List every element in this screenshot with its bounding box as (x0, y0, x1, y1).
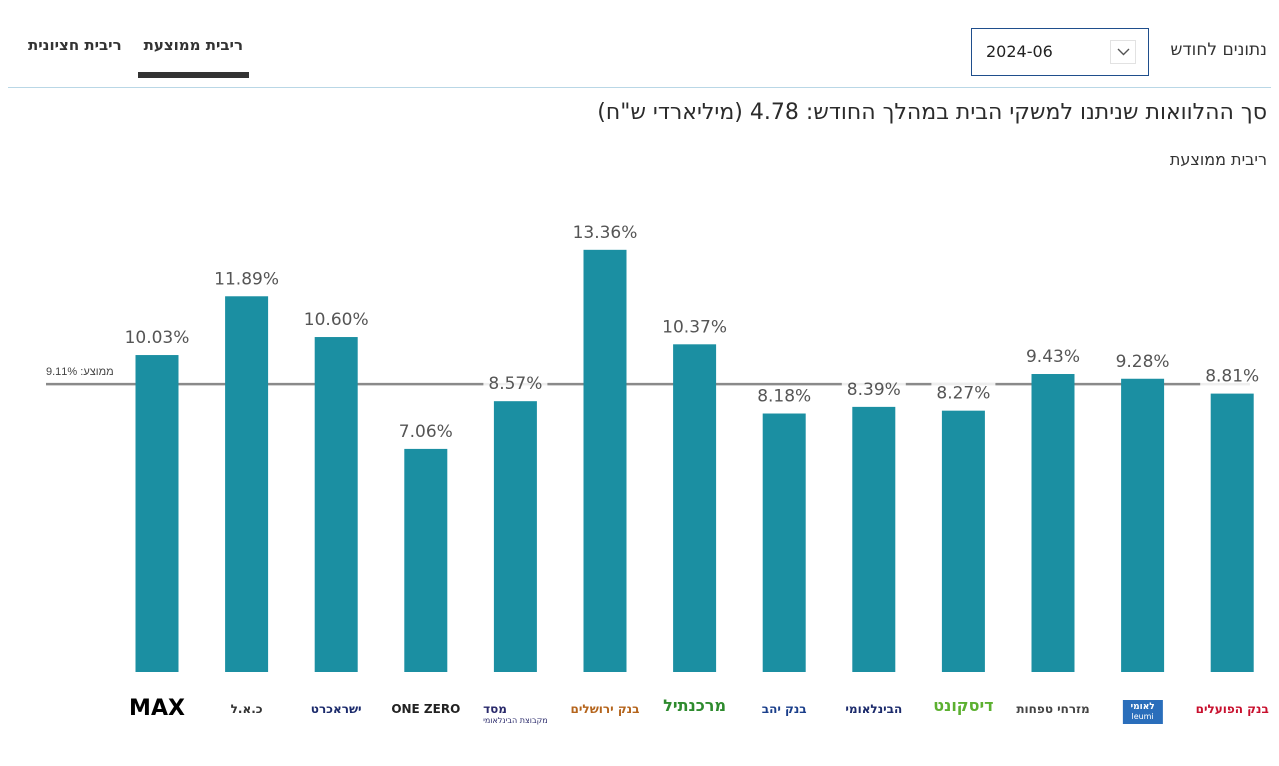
cal-logo: כ.א.ל (231, 702, 263, 716)
logo-text: בנק ירושלים (570, 702, 640, 716)
data-label: 7.06% (399, 422, 453, 442)
data-label: 8.18% (757, 387, 811, 407)
data-label-bg (573, 221, 637, 244)
month-select[interactable]: 2024-06 (971, 28, 1149, 76)
data-label-bg (752, 385, 817, 408)
header-divider (8, 87, 1271, 88)
data-label-bg (1021, 346, 1085, 369)
data-label: 8.39% (847, 380, 901, 400)
data-label: 9.28% (1116, 352, 1170, 372)
tab-median-rate[interactable]: ריבית חציונית (28, 36, 122, 54)
mizrahi-logo: מזרחי טפחות (1016, 702, 1089, 716)
logo-text: כ.א.ל (230, 702, 263, 716)
data-label-bg (393, 420, 458, 443)
data-label: 13.36% (573, 223, 638, 243)
max-logo: MAX (129, 696, 185, 721)
data-label-bg (841, 378, 906, 401)
data-label-bg (483, 373, 548, 396)
bar (135, 355, 179, 672)
mercantile-logo: מרכנתיל (663, 696, 726, 715)
data-label: 8.57% (488, 374, 542, 394)
data-label-bg (1110, 350, 1175, 373)
bar (762, 413, 806, 672)
data-label: 9.43% (1026, 347, 1080, 367)
data-label-bg (125, 327, 189, 350)
data-label: 10.03% (125, 328, 190, 348)
data-label-bg (662, 316, 727, 339)
month-select-value: 2024-06 (986, 42, 1053, 61)
data-label: 10.60% (304, 310, 369, 330)
chevron-down-icon[interactable] (1110, 40, 1136, 64)
bar (1121, 378, 1165, 672)
bank-logos-row: MAX כ.א.ל ישראכרט ONE ZERO מסד מקבוצת הבינלאו… (0, 690, 1279, 730)
logo-text: מסד (483, 702, 507, 716)
bank-jerusalem-logo: בנק ירושלים (571, 702, 640, 716)
bar (1031, 374, 1075, 672)
bar (404, 448, 448, 672)
one-zero-logo: ONE ZERO (391, 702, 460, 716)
logo-text: דיסקונט (933, 696, 994, 715)
bar (583, 249, 627, 672)
isracard-logo: ישראכרט (311, 702, 362, 716)
leumi-logo: לאומי leumi (1122, 700, 1163, 724)
chart-subtitle: ריבית ממוצעת (1169, 150, 1267, 169)
logo-text: MAX (129, 696, 185, 721)
bar (673, 344, 717, 672)
logo-text: ONE ZERO (391, 702, 461, 716)
bar (852, 406, 896, 672)
data-label-bg (931, 382, 996, 405)
fibi-logo: הבינלאומי (845, 702, 902, 716)
logo-text: בנק הפועלים (1195, 702, 1269, 716)
logo-subtext: leumi (1131, 712, 1154, 721)
average-label: ממוצע: 9.11% (46, 366, 114, 378)
yahav-logo: בנק יהב (762, 702, 807, 716)
logo-subtext: מקבוצת הבינלאומי (483, 716, 548, 725)
data-label: 8.81% (1205, 367, 1259, 387)
data-label-bg (1200, 365, 1265, 388)
logo-text: לאומי (1130, 702, 1155, 712)
logo-text: מזרחי טפחות (1016, 702, 1090, 716)
tab-average-rate[interactable]: ריבית ממוצעת (137, 24, 250, 78)
massad-logo: מסד מקבוצת הבינלאומי (483, 702, 548, 725)
logo-text: הבינלאומי (845, 702, 903, 716)
data-label: 11.89% (214, 269, 279, 289)
data-label-bg (214, 268, 279, 291)
logo-text: מרכנתיל (663, 696, 727, 715)
logo-text: ישראכרט (310, 702, 362, 716)
bar (225, 296, 269, 672)
month-filter-label: נתונים לחודש (1170, 40, 1267, 60)
page-title: סך ההלוואות שניתנו למשקי הבית במהלך החוד… (597, 100, 1267, 125)
tab-bar: ריבית ממוצעת ריבית חציונית (22, 24, 250, 78)
logo-text: בנק יהב (761, 702, 807, 716)
bar (941, 410, 985, 672)
data-label-bg (304, 309, 369, 332)
bar-chart: ממוצע: 9.11% 10.03% 11.89% 10.60% 7.06% 8.57%… (46, 221, 1265, 672)
data-label: 8.27% (936, 384, 990, 404)
bar (493, 401, 537, 672)
discount-logo: דיסקונט (933, 696, 993, 715)
hapoalim-logo: בנק הפועלים (1196, 702, 1269, 716)
bar (314, 337, 358, 672)
data-label: 10.37% (662, 317, 727, 337)
bar (1210, 393, 1254, 672)
